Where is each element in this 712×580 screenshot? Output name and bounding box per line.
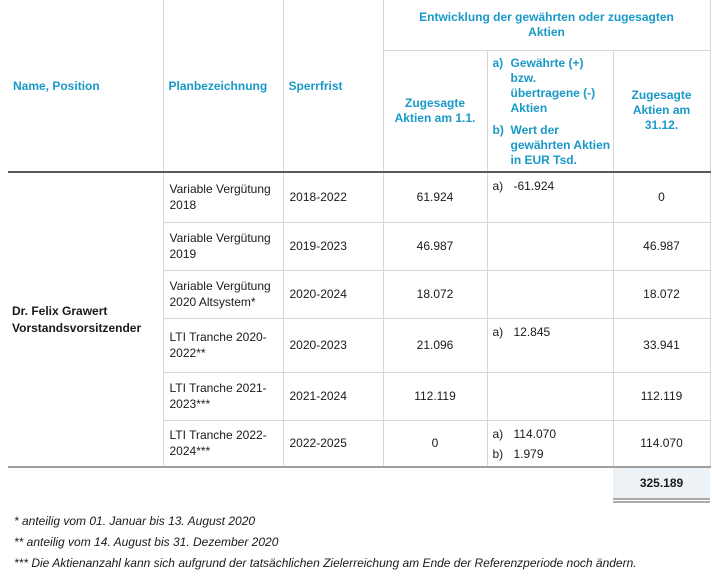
sperrfrist-cell: 2018-2022 [282,172,383,222]
item-b-label: b) [492,122,504,137]
header-line: Aktien am [632,103,691,118]
end-shares-cell: 33.941 [612,317,711,372]
start-shares-cell: 46.987 [382,221,487,270]
group-header-line1: Entwicklung der gewährten oder zugesagte… [419,9,674,24]
col-header-zugesagte-31-12: Zugesagte Aktien am 31.12. [612,50,711,173]
header-line: Gewährte (+) [510,55,584,70]
person-title: Vorstandsvorsitzender [12,320,142,335]
header-line: Zugesagte [631,88,692,103]
start-shares-cell: 112.119 [382,371,487,420]
end-shares-cell: 0 [612,172,711,222]
sperrfrist-cell: 2021-2024 [282,371,383,420]
header-line: Aktien [510,100,548,115]
col-header-gewaehrte-uebertragene: a) Gewährte (+) bzw. übertragene (-) Akt… [486,50,613,173]
change-a: a) -61.924 [493,179,613,193]
change-b-value: 1.979 [513,446,544,461]
header-line: in EUR Tsd. [510,152,577,167]
footnotes: * anteilig vom 01. Januar bis 13. August… [14,511,712,574]
person-cell: Dr. Felix Grawert Vorstandsvorsitzender [8,172,163,467]
change-a-value: -61.924 [513,179,555,193]
sperrfrist-cell: 2020-2023 [282,317,383,372]
group-header-line2: Aktien [528,24,565,39]
change-cell: a) 12.845 [486,317,613,372]
header-line: bzw. [510,70,537,85]
plan-cell: LTI Tranche 2022-2024*** [162,419,283,467]
header-item-a: a) Gewährte (+) bzw. übertragene (-) Akt… [493,56,613,116]
col-header-planbezeichnung: Planbezeichnung [162,0,283,173]
plan-cell: LTI Tranche 2020-2022** [162,317,283,372]
end-shares-cell: 114.070 [612,419,711,467]
start-shares-cell: 21.096 [382,317,487,372]
end-shares-cell: 18.072 [612,269,711,318]
change-cell [486,269,613,318]
plan-cell: LTI Tranche 2021-2023*** [162,371,283,420]
change-cell [486,371,613,420]
total-end-shares: 325.189 [613,466,711,503]
item-a-lines: Gewährte (+) bzw. übertragene (-) Aktien [511,56,596,116]
item-b-lines: Wert der gewährten Aktien in EUR Tsd. [511,123,611,168]
footnote-3: *** Die Aktienanzahl kann sich aufgrund … [14,555,637,570]
sperrfrist-cell: 2020-2024 [282,269,383,318]
sperrfrist-cell: 2019-2023 [282,221,383,270]
change-cell: a) 114.070 b) 1.979 [486,419,613,467]
change-a-label: a) [492,324,504,339]
plan-cell: Variable Vergütung 2020 Altsystem* [162,269,283,318]
change-a-label: a) [492,426,504,441]
change-a-label: a) [492,179,504,193]
group-header-entwicklung: Entwicklung der gewährten oder zugesagte… [382,0,711,51]
total-row: 325.189 [8,466,711,503]
change-cell [486,221,613,270]
footnote-2: ** anteilig vom 14. August bis 31. Dezem… [14,534,279,549]
item-a-label: a) [492,55,504,70]
start-shares-cell: 0 [382,419,487,467]
header-line: Aktien am 1.1. [394,110,476,125]
col-header-zugesagte-1-1: Zugesagte Aktien am 1.1. [382,50,487,173]
change-a: a) 114.070 [493,427,613,441]
end-shares-cell: 112.119 [612,371,711,420]
start-shares-cell: 18.072 [382,269,487,318]
change-a: a) 12.845 [493,325,613,339]
header-item-b: b) Wert der gewährten Aktien in EUR Tsd. [493,123,613,168]
col-header-sperrfrist: Sperrfrist [282,0,383,173]
change-a-value: 12.845 [513,324,551,339]
change-b: b) 1.979 [493,447,613,461]
change-b-label: b) [492,446,504,461]
sperrfrist-cell: 2022-2025 [282,419,383,467]
col-header-name-position: Name, Position [8,0,163,173]
header-line: 31.12. [644,118,679,133]
plan-cell: Variable Vergütung 2019 [162,221,283,270]
share-compensation-table: Name, Position Planbezeichnung Sperrfris… [8,0,711,503]
plan-cell: Variable Vergütung 2018 [162,172,283,222]
total-spacer [8,466,613,500]
change-cell: a) -61.924 [486,172,613,222]
start-shares-cell: 61.924 [382,172,487,222]
person-name: Dr. Felix Grawert [12,303,108,318]
change-a-value: 114.070 [513,426,557,441]
end-shares-cell: 46.987 [612,221,711,270]
header-line: Wert der [510,122,559,137]
header-line: übertragene (-) [510,85,596,100]
footnote-1: * anteilig vom 01. Januar bis 13. August… [14,513,256,528]
header-line: gewährten Aktien [510,137,611,152]
header-line: Zugesagte [404,95,465,110]
